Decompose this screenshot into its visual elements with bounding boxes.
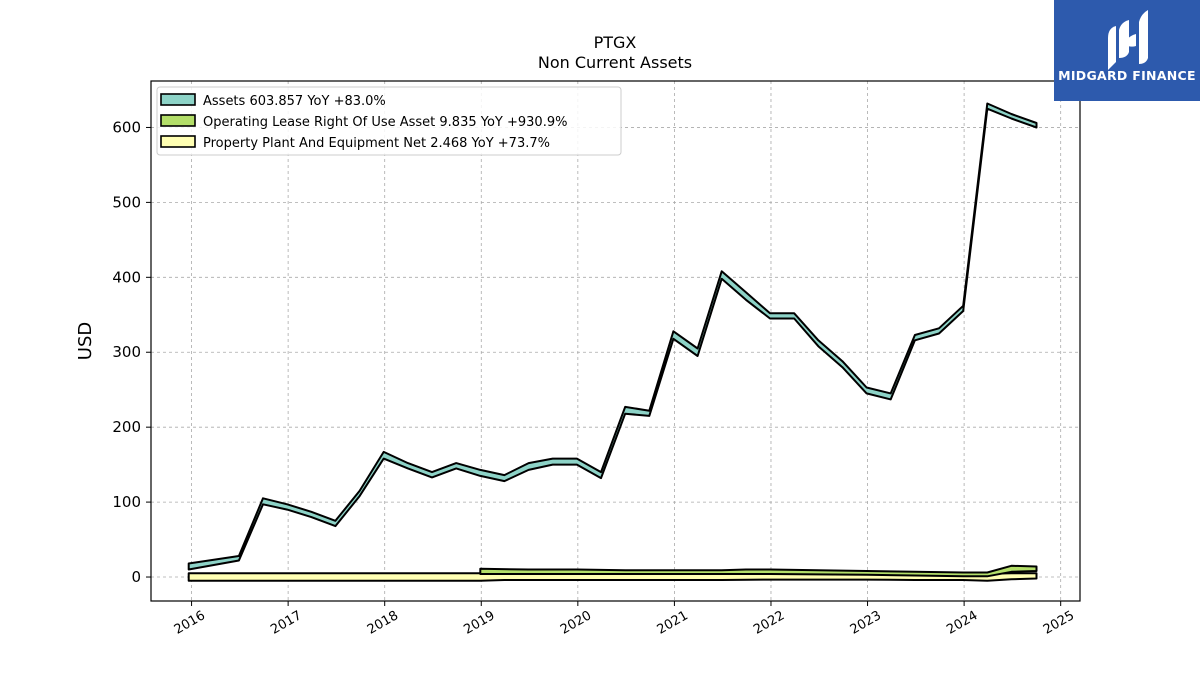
grid: [151, 81, 1080, 601]
y-tick-label-0: 0: [131, 568, 141, 586]
x-tick-label-2022: 2022: [751, 608, 787, 638]
y-tick-label-600: 600: [112, 118, 141, 136]
series-areas: [187, 102, 1038, 582]
axes: 0 100 200 300 400 500 600 2016 2017 2018 2019 2020 2…: [112, 118, 1077, 637]
x-tick-label-2023: 2023: [848, 608, 884, 638]
x-tick-label-2016: 2016: [172, 608, 208, 638]
chart-title: PTGX: [594, 33, 637, 52]
legend-box: [156, 86, 622, 156]
y-tick-label-400: 400: [112, 268, 141, 286]
legend-label-operating-lease: Operating Lease Right Of Use Asset 9.835…: [203, 115, 567, 130]
y-tick-label-500: 500: [112, 193, 141, 211]
legend-swatch-assets: [160, 93, 196, 106]
series-area-operating-lease: [479, 564, 1038, 578]
x-tick-label-2024: 2024: [944, 608, 980, 638]
y-axis-label: USD: [75, 322, 96, 360]
x-tick-label-2020: 2020: [558, 608, 594, 638]
legend-label-assets: Assets 603.857 YoY +83.0%: [203, 94, 386, 109]
x-tick-label-2019: 2019: [461, 608, 497, 638]
x-tick-label-2025: 2025: [1041, 608, 1077, 638]
midgard-finance-logo: MIDGARD FINANCE: [1054, 0, 1200, 101]
y-tick-label-200: 200: [112, 418, 141, 436]
legend-label-ppe: Property Plant And Equipment Net 2.468 Y…: [203, 136, 550, 151]
x-tick-label-2018: 2018: [365, 608, 401, 638]
y-tick-label-300: 300: [112, 343, 141, 361]
chart-subtitle: Non Current Assets: [538, 53, 692, 72]
logo-mark-icon: [1108, 10, 1148, 70]
x-tick-label-2017: 2017: [268, 608, 304, 638]
legend-swatch-operating-lease: [160, 114, 196, 127]
logo-text: MIDGARD FINANCE: [1058, 68, 1196, 83]
legend: Assets 603.857 YoY +83.0% Operating Leas…: [156, 86, 622, 156]
x-tick-label-2021: 2021: [655, 608, 691, 638]
series-area-assets: [187, 102, 1038, 571]
plot-frame: [150, 80, 1081, 602]
legend-swatch-ppe: [160, 135, 196, 148]
y-tick-label-100: 100: [112, 493, 141, 511]
